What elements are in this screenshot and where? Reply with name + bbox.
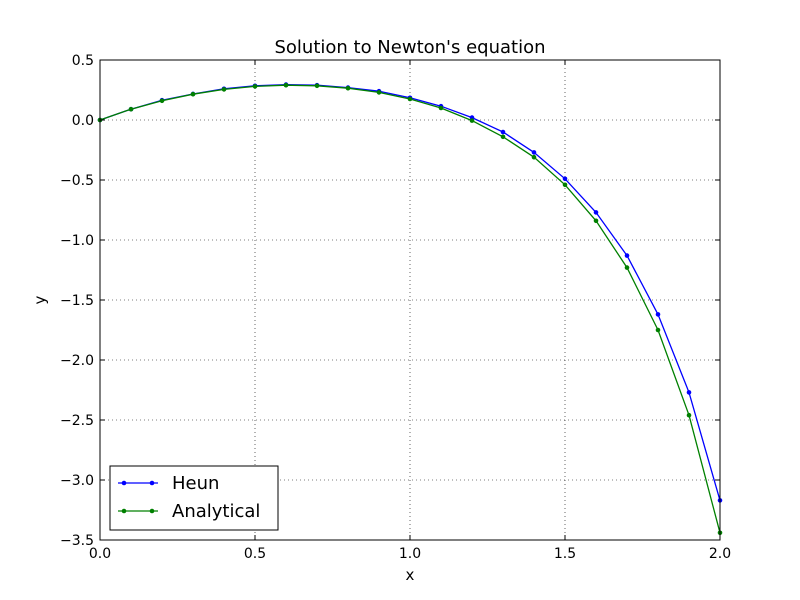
y-tick-label: −1.0 [60, 233, 94, 249]
legend-item-heun: Heun [118, 473, 219, 494]
series-layer [97, 82, 723, 536]
y-tick-label: −3.0 [60, 473, 94, 489]
legend-frame [109, 465, 279, 531]
data-point-analytical [438, 105, 444, 111]
legend-item-analytical: Analytical [118, 501, 260, 522]
legend-label: Analytical [172, 501, 260, 522]
data-point-analytical [345, 85, 351, 91]
legend: Heun Analytical [109, 465, 279, 531]
data-point-analytical [562, 182, 568, 188]
data-point-analytical [531, 154, 537, 160]
x-tick-label: 0.0 [89, 546, 111, 562]
ticks: 0.0 0.5 1.0 1.5 2.0 0.5 0.0 −0.5 −1.0 −1.5 −2.0 −2.… [60, 53, 731, 562]
y-tick-label: 0.5 [72, 53, 94, 69]
data-point-analytical [376, 90, 382, 95]
data-point-heun [593, 210, 599, 215]
data-point-analytical [407, 96, 413, 102]
data-point-analytical [283, 82, 289, 88]
data-point-heun [562, 176, 568, 182]
data-point-analytical [221, 87, 227, 92]
data-point-analytical [593, 218, 599, 224]
y-tick-label: −0.5 [60, 173, 94, 189]
x-tick-label: 1.0 [399, 546, 421, 562]
data-point-analytical [252, 84, 258, 89]
data-point-analytical [314, 83, 320, 89]
data-point-analytical [128, 106, 134, 112]
data-point-heun [655, 312, 661, 317]
y-axis-label: y [31, 295, 49, 304]
data-point-heun [686, 390, 692, 395]
y-tick-label: 0.0 [72, 113, 94, 129]
data-point-analytical [500, 134, 506, 140]
data-point-analytical [190, 91, 196, 97]
x-tick-label: 2.0 [709, 546, 731, 562]
y-tick-label: −3.5 [60, 533, 94, 549]
legend-swatch-marker [121, 480, 127, 486]
data-point-analytical [686, 412, 692, 418]
data-point-analytical [624, 265, 630, 270]
legend-swatch-marker [149, 508, 155, 514]
data-point-heun [500, 129, 506, 135]
data-point-heun [624, 253, 630, 258]
legend-swatch-marker [149, 480, 155, 486]
data-point-heun [531, 150, 537, 155]
data-point-analytical [469, 118, 475, 123]
data-point-analytical [655, 327, 661, 333]
y-tick-label: −1.5 [60, 293, 94, 309]
y-tick-label: −2.0 [60, 353, 94, 369]
series-analytical [97, 82, 723, 536]
legend-swatch-marker [121, 508, 127, 514]
legend-label: Heun [172, 473, 219, 494]
y-tick-label: −2.5 [60, 413, 94, 429]
x-tick-label: 1.5 [554, 546, 576, 562]
chart-title: Solution to Newton's equation [274, 37, 545, 58]
x-tick-label: 0.5 [244, 546, 266, 562]
data-point-analytical [159, 98, 165, 104]
x-axis-label: x [406, 566, 415, 584]
